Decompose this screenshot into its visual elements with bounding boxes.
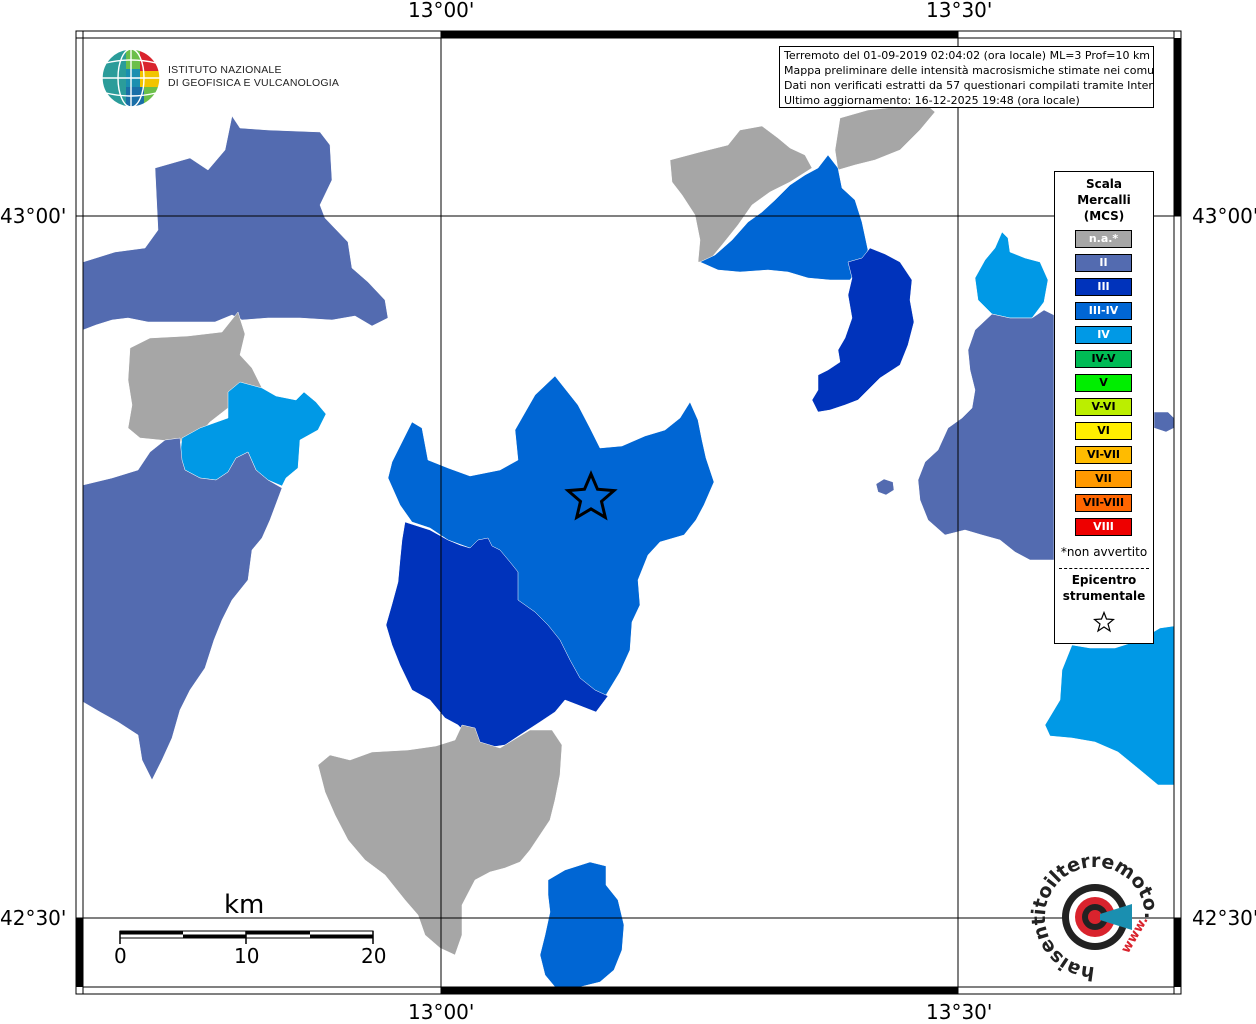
legend-swatch: IV	[1075, 326, 1132, 344]
legend-title-mercalli: Mercalli	[1077, 193, 1131, 207]
scale-unit: km	[224, 890, 265, 920]
lat-label-left-upper: 43°00'	[0, 204, 67, 228]
municipality-iii-iv-south	[539, 861, 625, 988]
scale-bar-graphic	[119, 930, 374, 944]
legend-swatch: VI-VII	[1075, 446, 1132, 464]
legend-swatch: II	[1075, 254, 1132, 272]
graticule	[76, 31, 1181, 994]
ingv-name-line1: ISTITUTO NAZIONALE	[168, 64, 282, 76]
municipality-ii-west	[82, 437, 283, 781]
legend-note: *non avvertito	[1060, 545, 1148, 559]
lat-label-right-upper: 43°00'	[1192, 204, 1256, 228]
event-info-line2: Mappa preliminare delle intensità macros…	[784, 64, 1154, 77]
epicenter-star-icon	[564, 470, 618, 521]
municipality-na-south	[317, 724, 563, 956]
lon-label-top-right: 13°30'	[926, 0, 993, 22]
event-info-line4: Ultimo aggiornamento: 16-12-2025 19:48 (…	[784, 94, 1080, 107]
globe-icon	[101, 48, 161, 108]
legend-swatch: n.a.*	[1075, 230, 1132, 248]
legend-swatch: VI	[1075, 422, 1132, 440]
lon-label-bottom-left: 13°00'	[408, 1000, 475, 1024]
municipality-iii-iv-north	[699, 154, 869, 281]
legend-swatch: V-VI	[1075, 398, 1132, 416]
map-border	[75, 30, 1182, 995]
municipality-ii-small	[875, 478, 895, 496]
lat-label-right-lower: 42°30'	[1192, 906, 1256, 930]
ingv-logo: ISTITUTO NAZIONALE DI GEOFISICA E VULCAN…	[100, 47, 360, 111]
scale-tick-10: 10	[234, 944, 260, 968]
legend-title-scala: Scala	[1085, 177, 1123, 191]
legend-epicentre-label: Epicentro strumentale	[1055, 572, 1153, 604]
legend-epicentre-line2: strumentale	[1062, 589, 1146, 603]
legend-swatch: III-IV	[1075, 302, 1132, 320]
ingv-name: ISTITUTO NAZIONALE DI GEOFISICA E VULCAN…	[168, 64, 339, 90]
scale-tick-0: 0	[114, 944, 127, 968]
legend-swatch: IV-V	[1075, 350, 1132, 368]
intensity-legend: Scala Mercalli (MCS) n.a.* II III III-IV IV I…	[1054, 171, 1154, 644]
ingv-name-line2: DI GEOFISICA E VULCANOLOGIA	[168, 77, 340, 89]
municipality-ii-east	[917, 309, 1055, 561]
lon-label-bottom-right: 13°30'	[926, 1000, 993, 1024]
scale-bar: km 0 10 20	[108, 890, 398, 970]
legend-title-mcs: (MCS)	[1083, 209, 1125, 223]
event-info-box: Terremoto del 01-09-2019 02:04:02 (ora l…	[779, 46, 1154, 108]
haisentito-logo: haisentitoilterremoto.it www.	[1030, 852, 1160, 982]
legend-swatch: VII	[1075, 470, 1132, 488]
legend-swatch: III	[1075, 278, 1132, 296]
scale-tick-20: 20	[361, 944, 387, 968]
municipality-ii-east-edge	[1153, 411, 1175, 433]
event-info-line3: Dati non verificati estratti da 57 quest…	[784, 79, 1154, 92]
event-info-line1: Terremoto del 01-09-2019 02:04:02 (ora l…	[784, 49, 1151, 62]
municipality-iii-north	[811, 247, 915, 413]
legend-swatch: V	[1075, 374, 1132, 392]
legend-swatch: VIII	[1075, 518, 1132, 536]
legend-separator	[1059, 568, 1149, 569]
legend-star-icon	[1093, 611, 1115, 633]
municipality-ii-northwest	[82, 115, 389, 331]
legend-epicentre-line1: Epicentro	[1071, 573, 1137, 587]
target-icon: haisentitoilterremoto.it www.	[1030, 852, 1160, 982]
lat-label-left-lower: 42°30'	[0, 906, 67, 930]
municipality-na-north	[669, 125, 813, 263]
lon-label-top-left: 13°00'	[408, 0, 475, 22]
legend-swatch: VII-VIII	[1075, 494, 1132, 512]
